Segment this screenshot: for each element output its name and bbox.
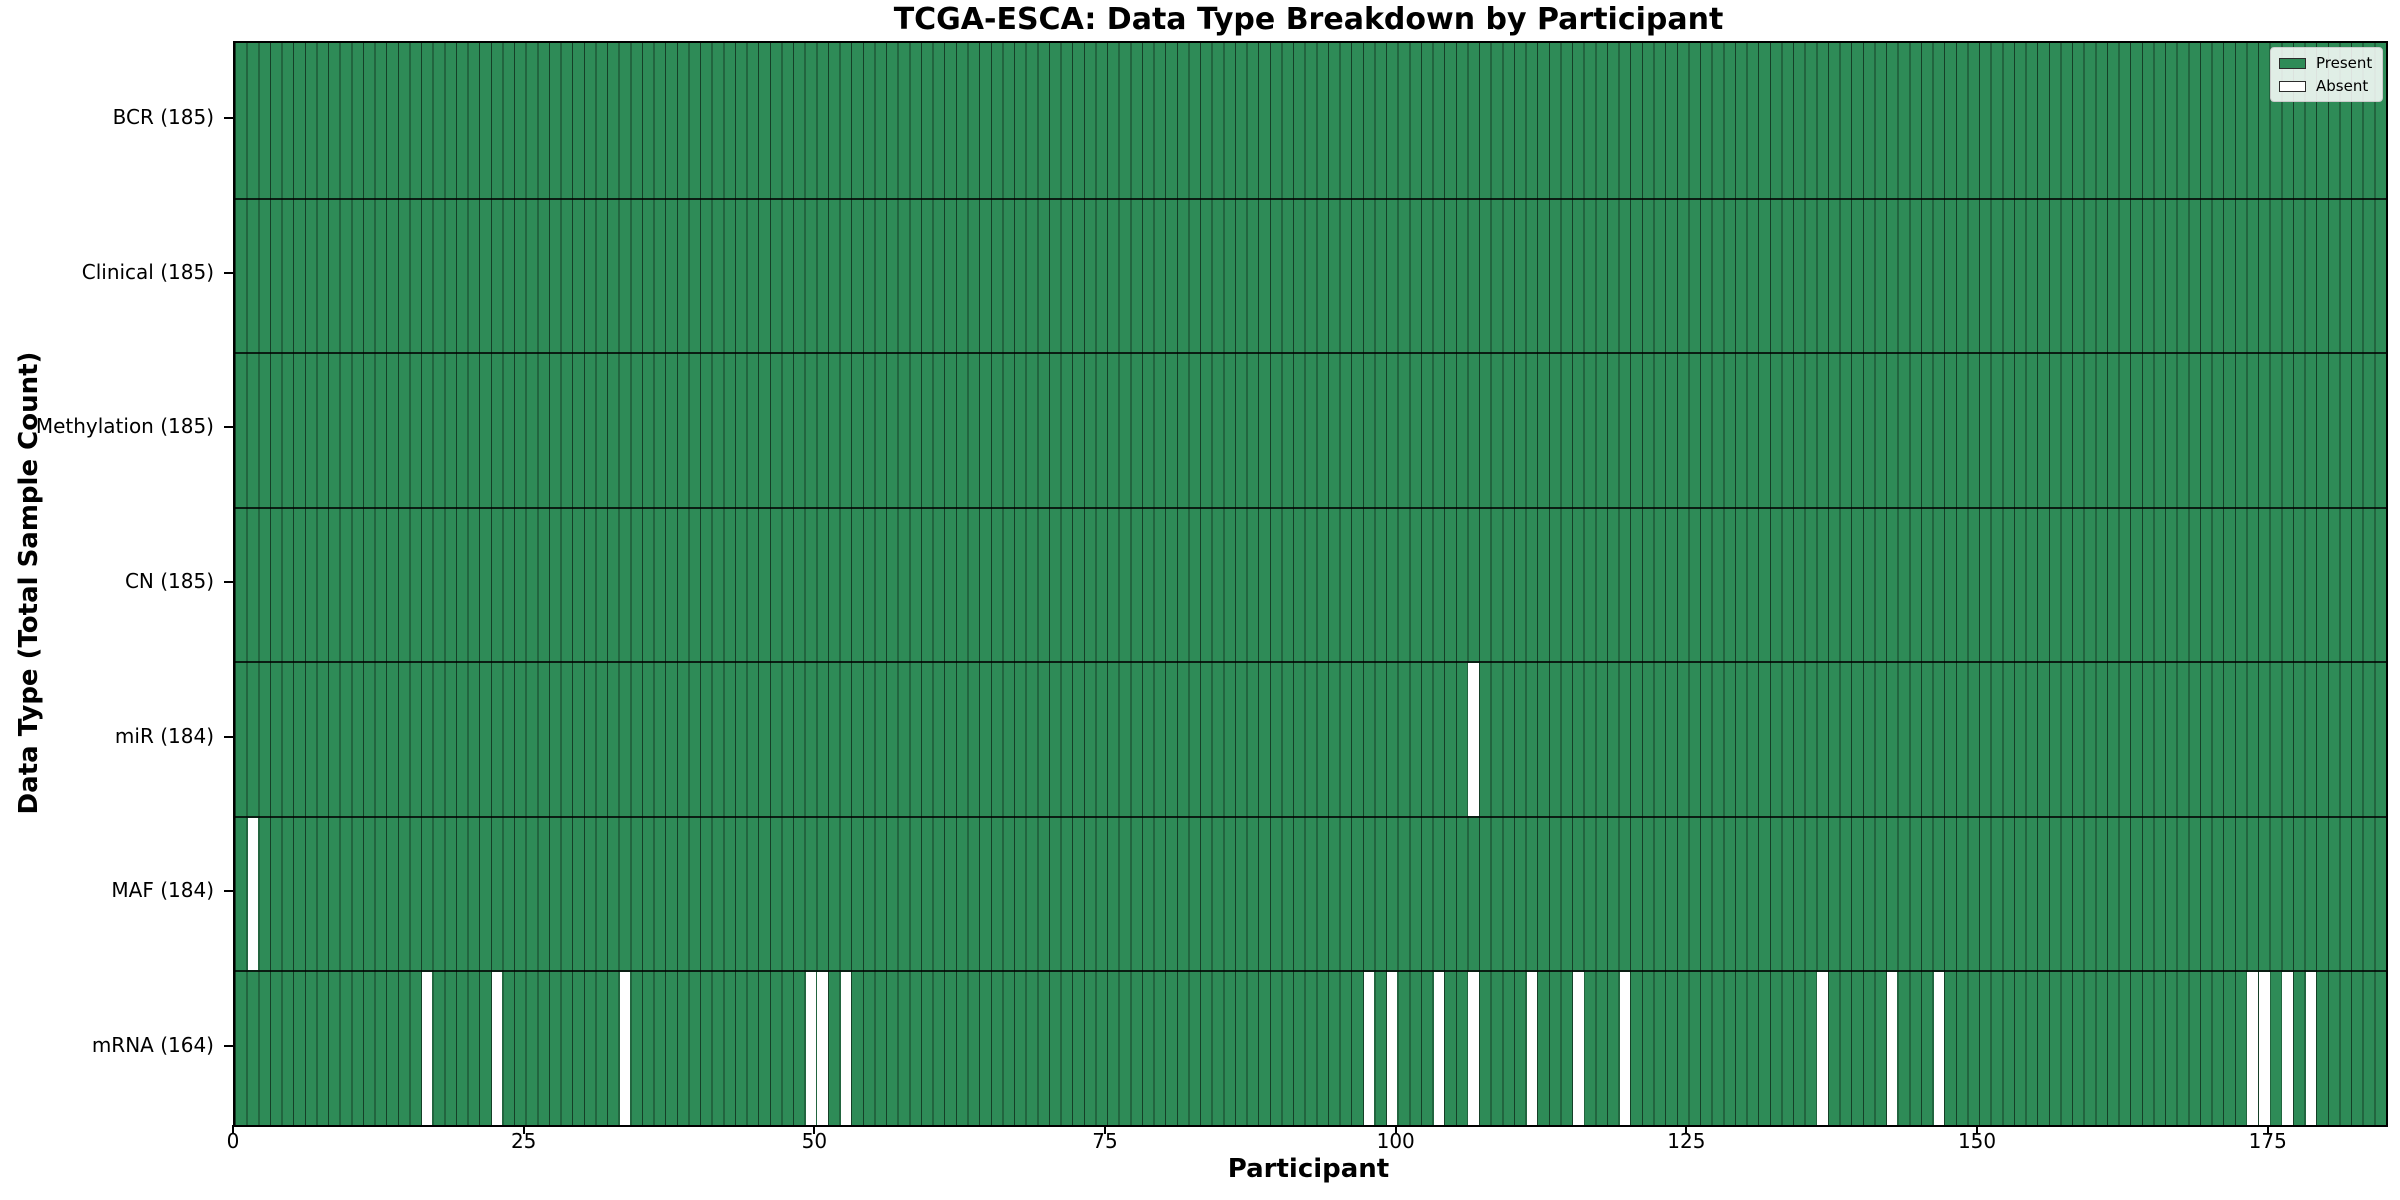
legend-label-absent: Absent — [2316, 77, 2369, 95]
x-tick-label-100: 100 — [1376, 1129, 1415, 1153]
legend-label-present: Present — [2316, 54, 2373, 72]
absent-bar-maf-1 — [247, 817, 259, 971]
legend-swatch-present — [2279, 57, 2306, 69]
x-tick-label-50: 50 — [801, 1129, 828, 1153]
x-tick-label-150: 150 — [1957, 1129, 1997, 1153]
absent-bar-mrna-173 — [2247, 972, 2258, 1125]
absent-bar-mrna-142 — [1887, 972, 1898, 1125]
absent-bar-mrna-97 — [1363, 972, 1375, 1125]
absent-bar-mrna-49 — [805, 972, 817, 1125]
row-maf — [235, 815, 2386, 971]
legend: Present Absent — [2270, 47, 2384, 102]
x-axis-title: Participant — [1227, 1154, 1390, 1184]
absent-bar-mrna-176 — [2282, 972, 2293, 1125]
plot-area — [233, 41, 2388, 1127]
absent-bar-mrna-146 — [1933, 972, 1944, 1125]
y-tick-mark — [224, 117, 233, 120]
absent-bar-mrna-115 — [1573, 972, 1584, 1125]
y-tick-label-methylation: Methylation (185) — [35, 414, 214, 439]
x-tick-label-0: 0 — [226, 1129, 240, 1153]
y-tick-label-cn: CN (185) — [124, 569, 214, 593]
x-tick-mark — [813, 1125, 816, 1134]
absent-bar-mrna-119 — [1619, 972, 1631, 1125]
row-clinical — [235, 197, 2386, 353]
x-tick-mark — [522, 1125, 525, 1134]
y-tick-mark — [224, 581, 233, 583]
absent-bar-mrna-178 — [2305, 972, 2317, 1125]
y-tick-label-maf: MAF (184) — [111, 878, 214, 903]
x-tick-mark — [1104, 1125, 1107, 1134]
x-tick-label-25: 25 — [510, 1129, 537, 1153]
x-tick-mark — [1685, 1125, 1688, 1134]
y-tick-label-mir: miR (184) — [114, 723, 214, 748]
legend-swatch-absent — [2279, 80, 2306, 92]
row-mir — [235, 661, 2386, 816]
x-tick-mark — [2266, 1125, 2269, 1134]
y-tick-label-bcr: BCR (185) — [112, 105, 214, 130]
absent-bar-mrna-174 — [2259, 972, 2270, 1125]
legend-item-absent: Absent — [2279, 77, 2372, 95]
y-tick-mark — [224, 426, 233, 429]
absent-bar-mrna-50 — [817, 972, 828, 1125]
absent-bar-mir-106 — [1468, 663, 1479, 816]
y-tick-label-mrna: mRNA (164) — [91, 1032, 214, 1057]
row-mrna — [235, 970, 2386, 1125]
row-bcr — [235, 43, 2386, 198]
y-tick-mark — [224, 735, 233, 738]
x-tick-mark — [232, 1125, 234, 1134]
y-tick-mark — [224, 890, 233, 893]
absent-bar-mrna-136 — [1817, 972, 1828, 1125]
absent-bar-mrna-16 — [422, 972, 433, 1125]
absent-bar-mrna-99 — [1387, 972, 1398, 1125]
chart-title: TCGA-ESCA: Data Type Breakdown by Partic… — [893, 2, 1724, 37]
y-tick-mark — [224, 1044, 233, 1047]
x-tick-label-175: 175 — [2248, 1129, 2287, 1153]
absent-bar-mrna-106 — [1468, 972, 1479, 1125]
legend-item-present: Present — [2279, 54, 2372, 72]
absent-bar-mrna-111 — [1526, 972, 1538, 1125]
absent-bar-mrna-103 — [1433, 972, 1444, 1125]
row-cn — [235, 506, 2386, 662]
x-tick-mark — [1976, 1125, 1979, 1134]
y-tick-mark — [224, 271, 233, 274]
absent-bar-mrna-52 — [840, 972, 852, 1125]
row-methylation — [235, 352, 2386, 507]
x-tick-label-75: 75 — [1092, 1129, 1118, 1153]
absent-bar-mrna-22 — [491, 972, 503, 1125]
y-tick-label-clinical: Clinical (185) — [81, 259, 214, 284]
absent-bar-mrna-33 — [619, 972, 631, 1125]
x-tick-mark — [1394, 1125, 1397, 1134]
x-tick-label-125: 125 — [1667, 1129, 1706, 1153]
